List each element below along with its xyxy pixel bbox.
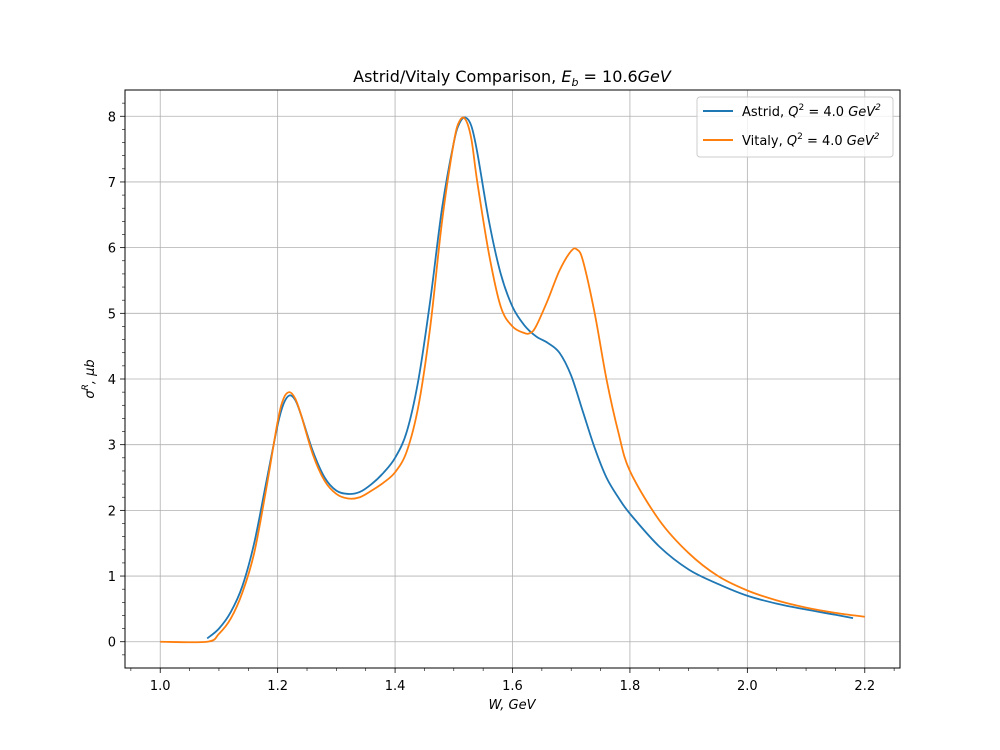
- x-tick-label: 1.0: [150, 679, 171, 694]
- legend-box: [696, 96, 894, 158]
- chart-title-sub: b: [571, 76, 578, 89]
- x-tick-label: 2.0: [737, 679, 758, 694]
- legend: Astrid, Q2 = 4.0 GeV2 Vitaly, Q2 = 4.0 G…: [696, 96, 894, 158]
- y-axis-label-sigma: σ: [83, 390, 98, 399]
- y-axis-label: σR, μb: [81, 359, 98, 398]
- grid-lines: [125, 90, 900, 668]
- y-tick-label: 5: [108, 307, 116, 322]
- y-tick-label: 8: [108, 110, 116, 125]
- y-tick-label: 2: [108, 504, 116, 519]
- chart-title-rest: = 10.6: [578, 67, 637, 86]
- axis-ticks: 1.0 1.2 1.4 1.6 1.8 2.0 2.2 0 1 2 3 4 5 6 7 8: [108, 102, 895, 694]
- y-axis-label-sup: R: [81, 384, 91, 390]
- y-tick-label: 7: [108, 176, 116, 191]
- y-tick-label: 6: [108, 242, 116, 257]
- x-tick-label: 1.2: [267, 679, 288, 694]
- chart-title-symbol: E: [561, 67, 572, 86]
- x-tick-label: 1.4: [385, 679, 406, 694]
- legend-label-vitaly: Vitaly, Q2 = 4.0 GeV2: [742, 132, 880, 149]
- y-tick-label: 0: [108, 636, 116, 651]
- x-axis-label: W, GeV: [488, 698, 536, 713]
- chart-title-unit: GeV: [638, 67, 672, 86]
- legend-label-astrid: Astrid, Q2 = 4.0 GeV2: [742, 103, 881, 120]
- y-tick-label: 3: [108, 439, 116, 454]
- x-tick-label: 1.8: [620, 679, 641, 694]
- x-tick-label: 2.2: [854, 679, 875, 694]
- y-tick-label: 1: [108, 570, 116, 585]
- x-tick-label: 1.6: [502, 679, 523, 694]
- series-line-vitaly: [160, 116, 865, 644]
- series-lines: [160, 116, 865, 644]
- y-tick-label: 4: [108, 373, 116, 388]
- chart-title-main: Astrid/Vitaly Comparison,: [353, 67, 561, 86]
- series-line-astrid: [206, 116, 854, 640]
- y-axis-label-unit: , μb: [83, 359, 98, 384]
- chart-title: Astrid/Vitaly Comparison, Eb = 10.6GeV: [353, 67, 672, 89]
